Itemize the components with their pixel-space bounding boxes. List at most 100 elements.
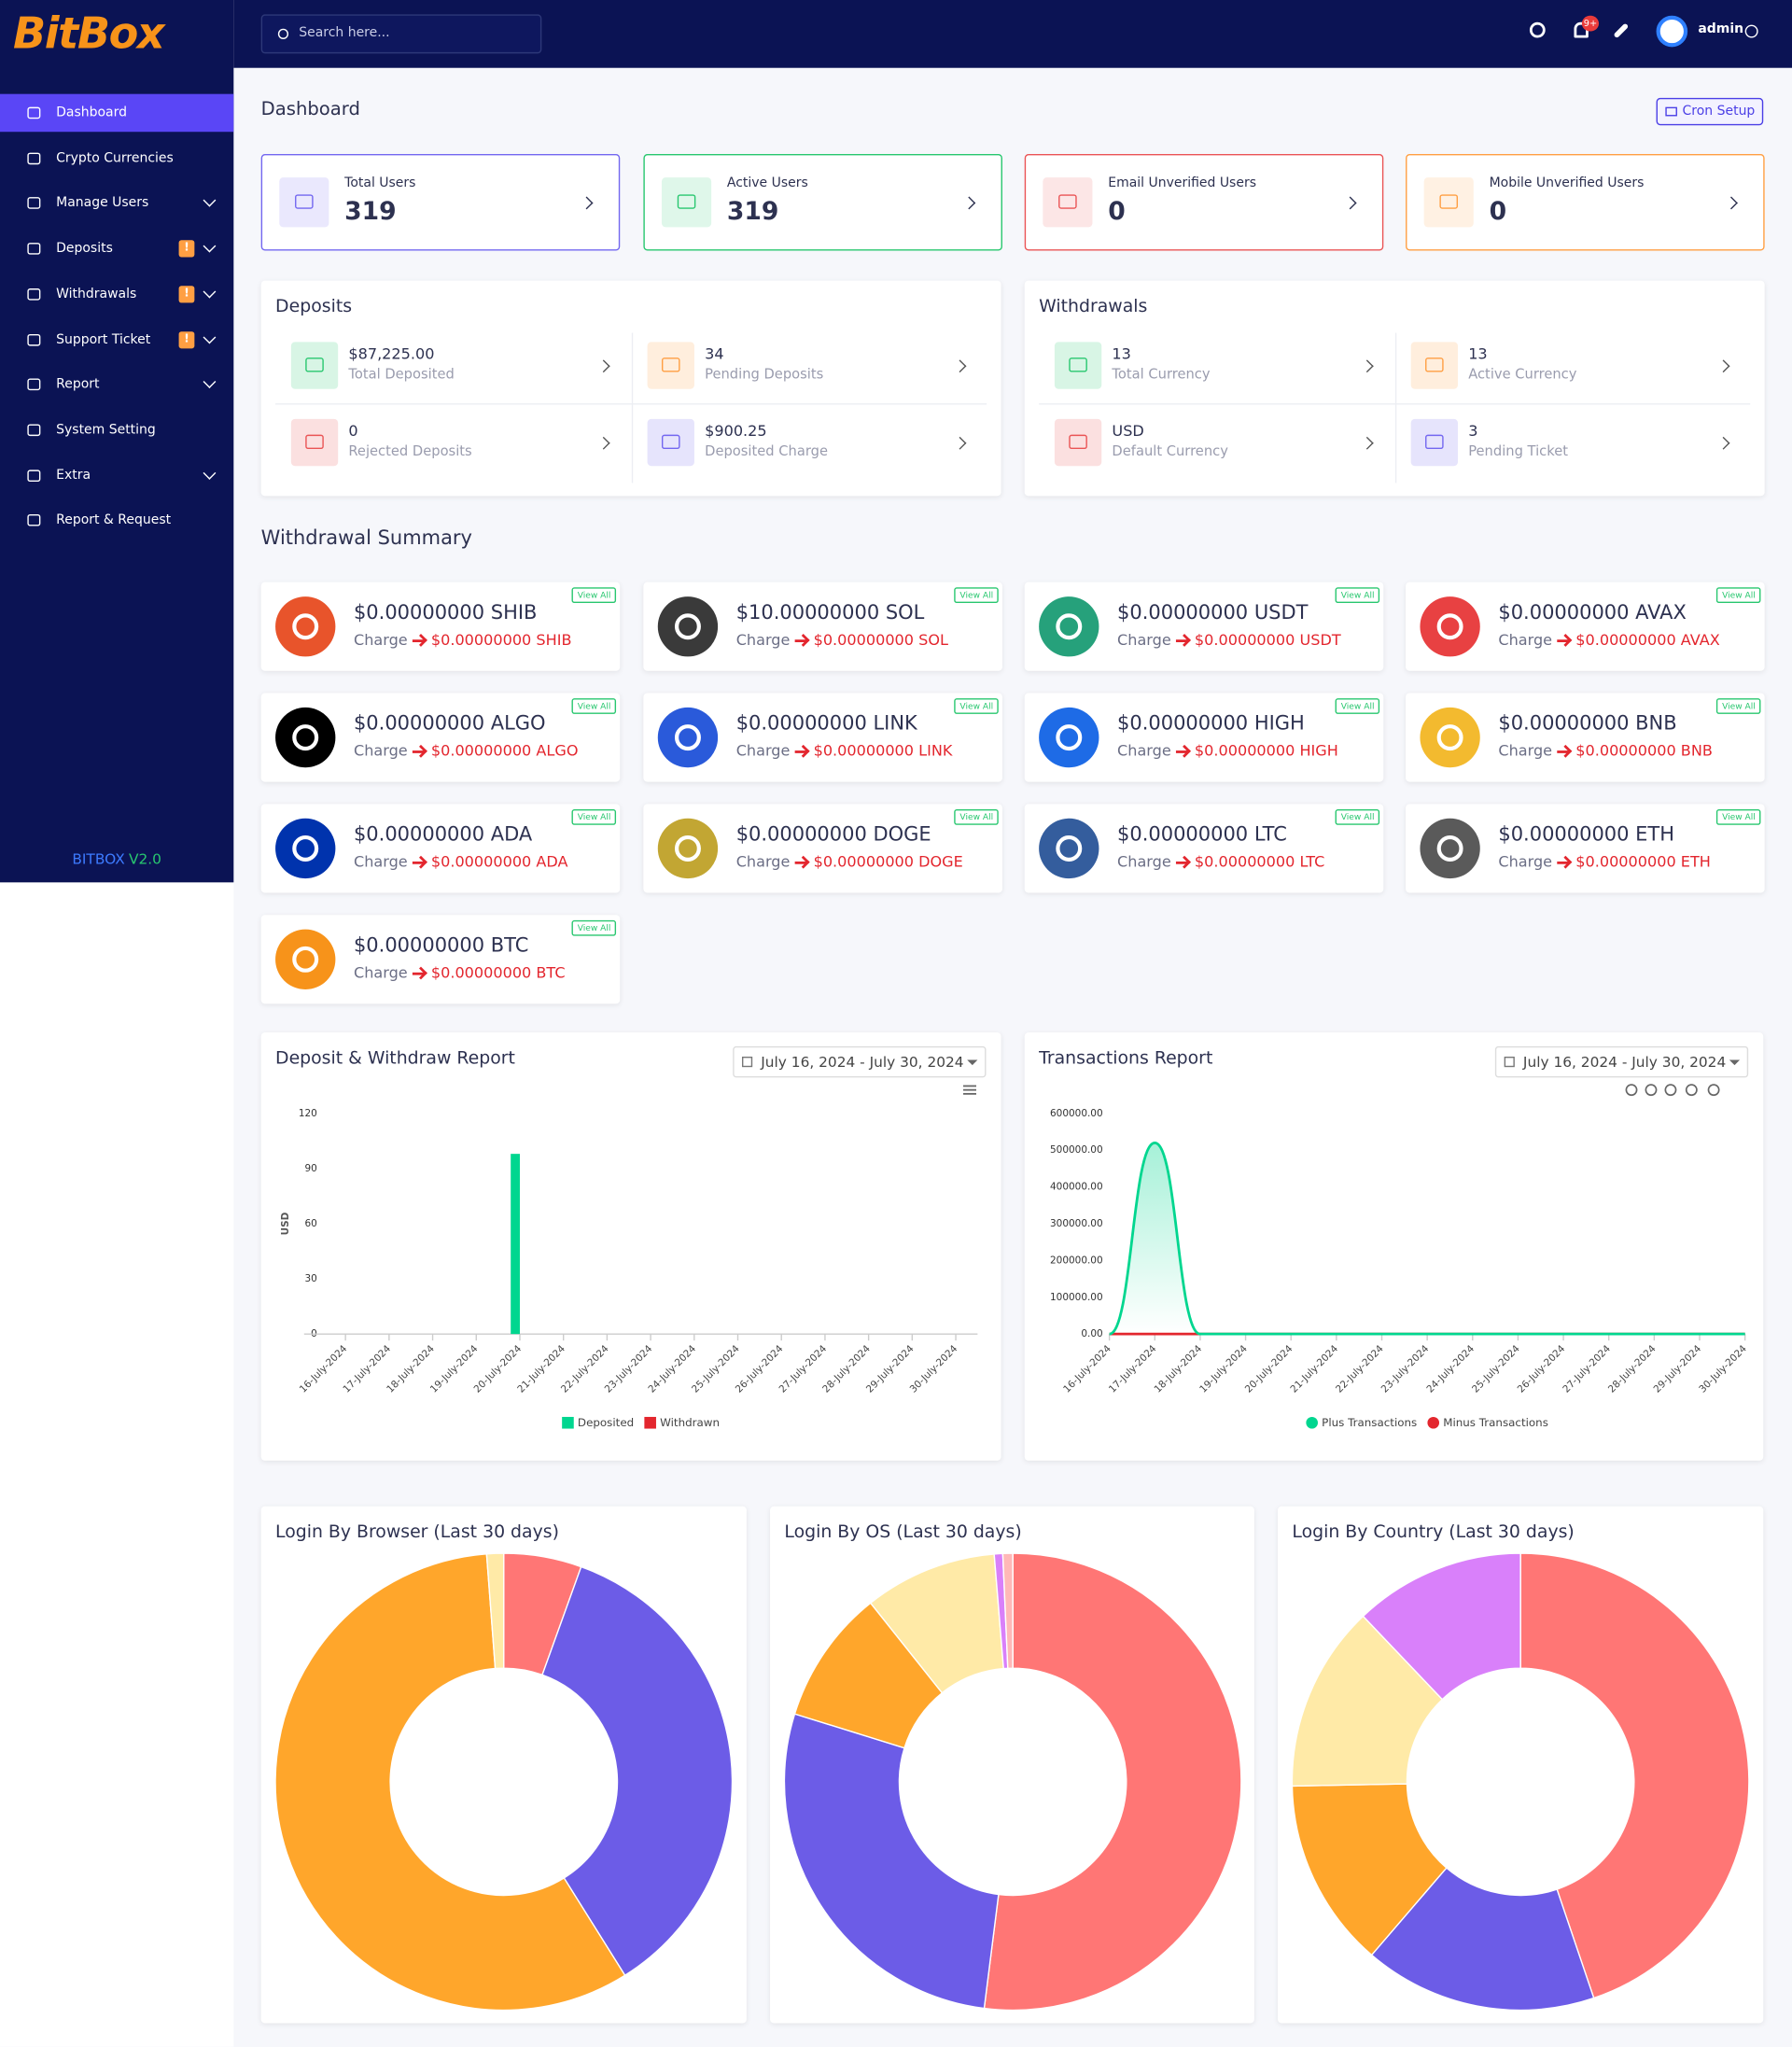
legend: Deposited Withdrawn — [562, 1416, 720, 1429]
stat-icon — [1423, 177, 1474, 228]
stat-card[interactable]: Email Unverified Users 0 — [1024, 154, 1384, 251]
summary-panel: Withdrawals 13 Total Currency 13 Active Curr… — [1024, 280, 1765, 497]
coin-card: $0.00000000 BTC Charge $0.00000000 BTC View… — [260, 915, 621, 1004]
logo[interactable]: BitBox — [12, 7, 165, 59]
view-all-button[interactable]: View All — [572, 587, 617, 604]
charge-value: $0.00000000 USDT — [1194, 630, 1341, 650]
view-all-button[interactable]: View All — [954, 587, 999, 604]
menu-item[interactable]: Extra — [0, 456, 233, 495]
menu-item[interactable]: Report & Request — [0, 501, 233, 540]
divider — [631, 332, 634, 484]
user-name[interactable]: admin — [1698, 21, 1744, 37]
legend-label: Minus Transactions — [1443, 1416, 1548, 1429]
stat-glyph — [1058, 194, 1077, 209]
charge-value: $0.00000000 HIGH — [1194, 741, 1338, 760]
date-caret — [967, 1059, 978, 1066]
view-all-button[interactable]: View All — [572, 919, 617, 936]
language-icon[interactable] — [1529, 21, 1546, 38]
page-title: Dashboard — [260, 99, 360, 120]
menu-item[interactable]: Support Ticket! — [0, 320, 233, 358]
view-all-button[interactable]: View All — [1336, 809, 1380, 825]
menu-icon — [27, 106, 41, 119]
stat-label: Email Unverified Users — [1108, 175, 1257, 191]
calendar-icon — [1504, 1057, 1515, 1068]
line — [1109, 1141, 1745, 1336]
donut-segment — [983, 1552, 1242, 2012]
view-all-button[interactable]: View All — [954, 698, 999, 714]
menu-item[interactable]: Manage Users — [0, 185, 233, 223]
cron-button[interactable]: Cron Setup — [1656, 97, 1764, 126]
item-icon[interactable] — [1054, 418, 1102, 467]
view-all-button[interactable]: View All — [1336, 698, 1380, 714]
item-icon[interactable] — [1054, 342, 1102, 389]
view-all-button[interactable]: View All — [572, 698, 617, 714]
menu-label: System Setting — [56, 422, 156, 438]
legend-swatch — [1427, 1416, 1440, 1429]
coin-glyph — [292, 613, 319, 640]
donut-segment — [1519, 1552, 1750, 1999]
item-icon[interactable] — [290, 418, 339, 467]
item-icon[interactable] — [1410, 418, 1459, 467]
charge-value: $0.00000000 BNB — [1575, 741, 1713, 760]
coin-amount: $10.00000000 SOL — [735, 600, 925, 624]
menu-item[interactable]: Report — [0, 366, 233, 404]
menu-item[interactable]: System Setting — [0, 411, 233, 449]
menu-item[interactable]: Crypto Currencies — [0, 139, 233, 177]
menu-item[interactable]: Withdrawals! — [0, 275, 233, 314]
item-icon[interactable] — [1410, 342, 1459, 389]
y-tick-label: 600000.00 — [1050, 1108, 1103, 1119]
coin-icon — [1039, 707, 1099, 768]
coin-icon — [1420, 818, 1480, 879]
stat-card[interactable]: Total Users 319 — [260, 154, 621, 251]
stat-card[interactable]: Mobile Unverified Users 0 — [1406, 154, 1765, 251]
chart-title: Transactions Report — [1038, 1048, 1212, 1069]
charge-label: Charge — [735, 852, 791, 871]
avatar[interactable] — [1656, 15, 1688, 48]
view-all-button[interactable]: View All — [1716, 809, 1761, 825]
x-tick-label: 30-July-2024 — [1697, 1343, 1749, 1395]
view-all-button[interactable]: View All — [572, 809, 617, 825]
y-tick-label: 90 — [304, 1163, 316, 1174]
menu-icon — [27, 378, 41, 391]
charge-value: $0.00000000 SOL — [813, 630, 948, 650]
menu-label: Support Ticket — [56, 331, 151, 347]
coin-amount: $0.00000000 ETH — [1498, 821, 1674, 847]
coin-card: $0.00000000 SHIB Charge $0.00000000 SHIB Vi… — [260, 582, 621, 671]
charge-value: $0.00000000 DOGE — [813, 852, 963, 871]
y-tick-label: 0.00 — [1081, 1328, 1102, 1339]
chart-tool-icon — [1625, 1084, 1638, 1097]
menu-item[interactable]: Dashboard — [0, 93, 234, 133]
coin-icon — [657, 818, 719, 879]
menu-label: Report & Request — [56, 512, 172, 528]
stat-card[interactable]: Active Users 319 — [643, 154, 1002, 251]
date-range: July 16, 2024 - July 30, 2024 — [1522, 1054, 1726, 1071]
menu-label: Crypto Currencies — [56, 150, 174, 166]
charge-label: Charge — [353, 852, 408, 871]
menu-icon — [27, 197, 41, 210]
view-all-button[interactable]: View All — [954, 809, 999, 825]
coin-charge-line: Charge $0.00000000 AVAX — [1498, 630, 1719, 649]
coin-charge-line: Charge $0.00000000 SOL — [736, 630, 948, 649]
search-box[interactable]: Search here... — [260, 14, 542, 54]
item-icon[interactable] — [647, 418, 694, 467]
coin-charge-line: Charge $0.00000000 ETH — [1498, 852, 1711, 871]
y-tick-label: 120 — [299, 1108, 317, 1119]
view-all-button[interactable]: View All — [1336, 587, 1380, 604]
coin-icon — [275, 929, 336, 989]
view-all-button[interactable]: View All — [1716, 587, 1761, 604]
y-tick-label: 200000.00 — [1050, 1255, 1103, 1266]
view-all-button[interactable]: View All — [1716, 698, 1761, 714]
coin-glyph — [292, 724, 319, 751]
user-menu-icon[interactable] — [1744, 24, 1758, 38]
item-value: 34 — [705, 344, 724, 363]
item-label: Default Currency — [1112, 443, 1228, 460]
menu-icon — [27, 152, 41, 164]
coin-icon — [275, 707, 336, 768]
arrow — [413, 965, 428, 979]
item-icon[interactable] — [290, 342, 339, 389]
menu-item[interactable]: Deposits! — [0, 230, 233, 268]
item-icon[interactable] — [647, 342, 694, 389]
charge-label: Charge — [1498, 852, 1553, 871]
